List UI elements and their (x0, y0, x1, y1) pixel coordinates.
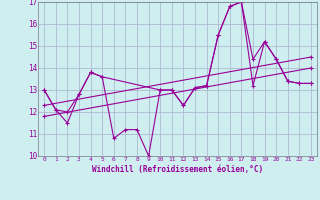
X-axis label: Windchill (Refroidissement éolien,°C): Windchill (Refroidissement éolien,°C) (92, 165, 263, 174)
